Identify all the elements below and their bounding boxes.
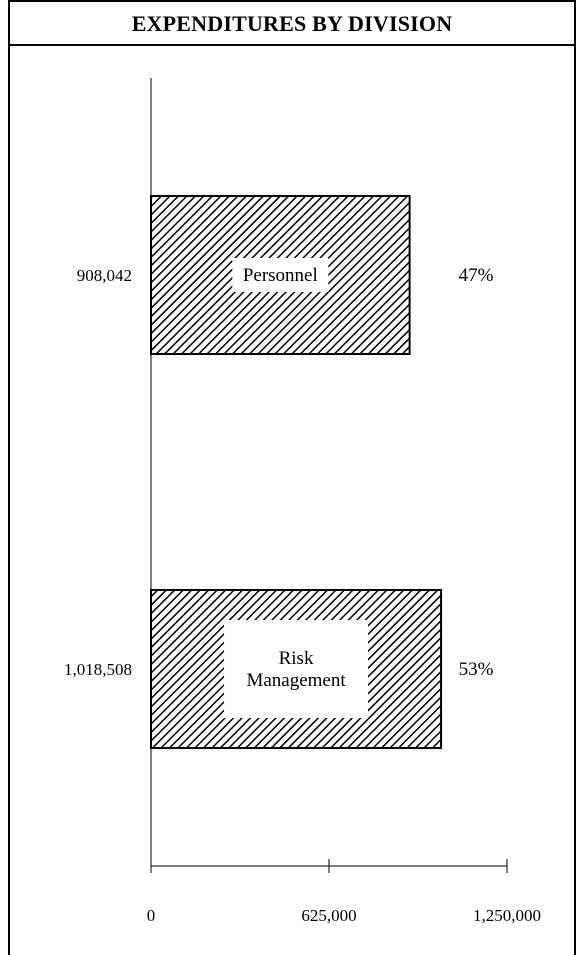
bar-value-label-risk-management: 1,018,508: [64, 660, 132, 679]
x-tick-label: 625,000: [301, 906, 356, 925]
bar-label-box-personnel: [232, 258, 329, 292]
x-tick-label: 0: [147, 906, 156, 925]
title-band: EXPENDITURES BY DIVISION: [10, 2, 574, 46]
bars-group: Personnel 908,042 47% Risk Management 1,018,5…: [64, 195, 494, 749]
bar-value-label-personnel: 908,042: [77, 266, 132, 285]
bar-category-label-risk-management: Risk Management: [246, 648, 346, 691]
bar-percent-label-personnel: 47%: [459, 265, 494, 286]
x-tick-label: 1,250,000: [473, 906, 541, 925]
chart-title: EXPENDITURES BY DIVISION: [131, 11, 453, 36]
x-ticks-group: 0 625,000 1,250,000: [147, 859, 541, 925]
bar-percent-label-risk-management: 53%: [459, 659, 494, 680]
chart-frame: EXPENDITURES BY DIVISION: [8, 0, 576, 955]
bar-category-label-personnel: Personnel: [243, 265, 318, 286]
bar-label-box-risk-management: [224, 620, 369, 718]
